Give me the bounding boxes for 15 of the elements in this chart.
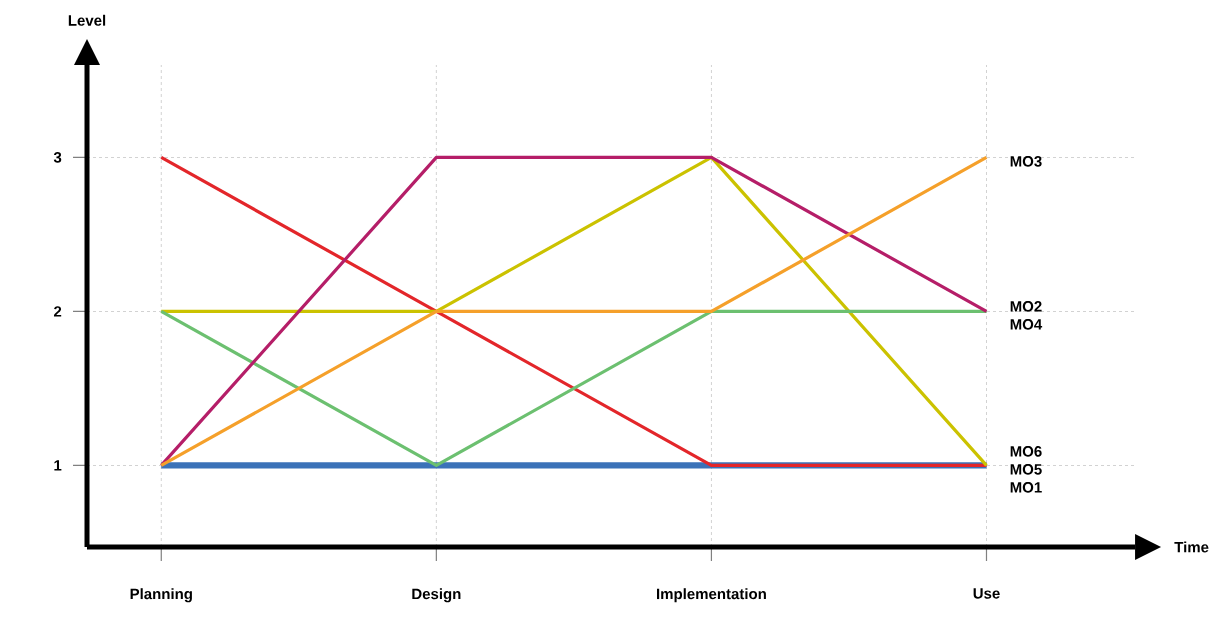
series-label: MO4 [1010,319,1043,330]
x-tick-label: Design [412,588,461,603]
series-label: MO1 [1010,482,1042,493]
y-tick-label: 3 [53,152,62,163]
series-label: MO2 [1010,301,1042,312]
series-label: MO5 [1010,464,1042,475]
x-axis-title: Time [1174,541,1209,553]
x-tick-label: Planning [130,588,192,603]
y-tick-label: 2 [53,306,62,317]
series-label: MO3 [1010,156,1042,167]
y-axis-title: Level [68,14,106,26]
x-tick-label: Use [973,588,1000,599]
y-tick-label: 1 [54,460,62,471]
x-tick-label: Implementation [657,588,766,603]
series-label: MO6 [1010,446,1042,457]
